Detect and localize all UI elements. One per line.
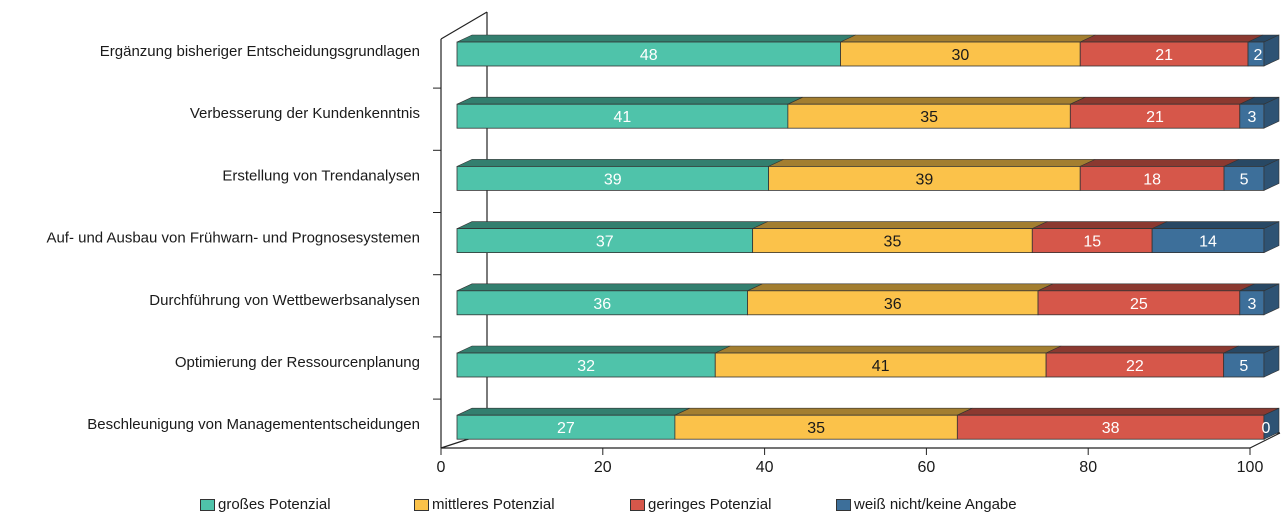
x-tick-label: 20 [594,459,612,476]
value-label: 41 [872,358,890,375]
value-label: 22 [1126,358,1144,375]
bar-segment: 48 [456,34,856,67]
category-label: Verbesserung der Kundenkenntnis [190,105,420,122]
bar-segment: 39 [456,159,784,191]
category-label: Optimierung der Ressourcenplanung [175,354,420,371]
x-tick-label: 100 [1237,459,1264,476]
value-label: 5 [1239,358,1248,375]
value-label: 32 [577,358,595,375]
value-label: 5 [1240,171,1249,188]
legend-item: großes Potenzial [200,496,331,513]
value-label: 36 [593,296,611,313]
legend-swatch [200,498,215,511]
x-tick-label: 80 [1079,459,1097,476]
bar-segment: 35 [752,221,1048,254]
legend-label: großes Potenzial [218,496,331,513]
value-label: 35 [807,420,825,437]
value-label: 3 [1247,296,1256,313]
value-label: 35 [920,109,938,126]
value-label: 48 [640,47,658,64]
value-label: 2 [1254,47,1263,64]
value-label: 35 [884,234,902,251]
bar-segment: 21 [1069,96,1255,129]
bar-segment: 3 [1239,283,1280,316]
bar-segment: 35 [674,407,973,440]
bar-segment: 41 [714,345,1062,378]
value-label: 30 [951,47,969,64]
bar-segment: 41 [456,96,803,129]
value-label: 27 [557,420,575,437]
x-tick-label: 40 [756,459,774,476]
x-tick-label: 60 [918,459,936,476]
category-labels: Ergänzung bisheriger Entscheidungsgrundl… [46,43,420,433]
value-label: 36 [884,296,902,313]
value-label: 38 [1102,420,1120,437]
value-label: 3 [1247,109,1256,126]
bar-segment: 38 [956,407,1280,440]
bar-segment: 35 [787,96,1086,129]
value-label: 18 [1143,171,1161,188]
legend-swatch [836,498,851,511]
bar-segment: 18 [1079,159,1240,191]
legend-swatch [630,498,645,511]
bar-segment: 0 [1262,407,1280,440]
x-axis: 0 20 40 60 80 100 [437,448,1264,476]
legend-item: weiß nicht/keine Angabe [836,496,1017,513]
value-label: 37 [596,234,614,251]
x-tick-label: 0 [437,459,446,476]
value-label: 21 [1146,109,1164,126]
category-label: Ergänzung bisheriger Entscheidungsgrundl… [100,43,420,60]
value-label: 0 [1262,420,1271,437]
bar-segment: 14 [1151,221,1280,254]
bar-segment: 5 [1223,345,1280,378]
value-label: 21 [1155,47,1173,64]
legend-item: geringes Potenzial [630,496,771,513]
value-label: 14 [1199,234,1217,251]
legend-label: weiß nicht/keine Angabe [854,496,1017,513]
value-label: 39 [604,171,622,188]
bar-segment: 37 [456,221,768,254]
category-label: Erstellung von Trendanalysen [222,167,420,184]
bar-segment: 27 [456,407,691,440]
legend-swatch [414,498,429,511]
bars: 48 30 21 2 41 35 21 3 39 39 18 5 37 35 15 14 36 36 25 3 32 41… [456,34,1280,440]
bar-segment: 36 [747,283,1054,316]
legend-item: mittleres Potenzial [414,496,555,513]
value-label: 41 [614,109,632,126]
category-label: Durchführung von Wettbewerbsanalysen [149,292,420,309]
legend-label: geringes Potenzial [648,496,772,513]
bar-segment: 30 [840,34,1096,67]
value-label: 25 [1130,296,1148,313]
value-label: 39 [916,171,934,188]
category-label: Auf- und Ausbau von Frühwarn- und Progno… [46,230,420,247]
bar-segment: 39 [768,159,1096,191]
bar-segment: 3 [1239,96,1280,129]
bar-segment: 25 [1037,283,1255,316]
category-label: Beschleunigung von Managemententscheidun… [87,416,420,433]
legend-label: mittleres Potenzial [432,496,555,513]
bar-segment: 22 [1045,345,1239,378]
bar-segment: 21 [1079,34,1264,67]
bar-segment: 15 [1031,221,1168,254]
bar-segment: 32 [456,345,731,378]
bar-segment: 5 [1223,158,1280,191]
value-label: 15 [1083,234,1101,251]
bar-segment: 36 [456,283,763,316]
bar-segment: 2 [1247,34,1280,67]
